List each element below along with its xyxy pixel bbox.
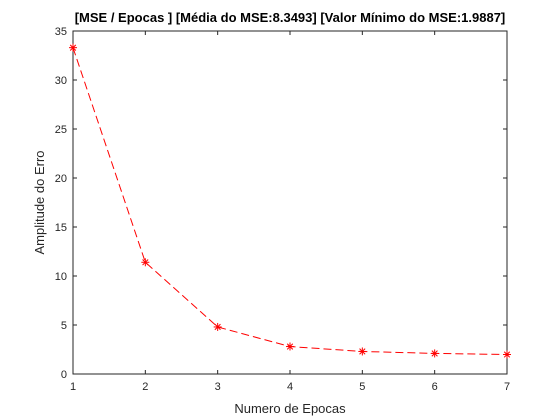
- y-tick-label: 10: [55, 271, 67, 283]
- axis-ticks: 1 2 3 4 5 6 7 0 5 10 15 20 25 30 35: [55, 26, 510, 393]
- y-tick-label: 30: [55, 75, 67, 87]
- y-tick-label: 15: [55, 222, 67, 234]
- data-point-marker: [503, 350, 511, 359]
- chart-title: [MSE / Epocas ] [Média do MSE:8.3493] [V…: [75, 10, 506, 25]
- data-point-marker: [358, 347, 367, 356]
- y-tick-label: 5: [61, 320, 67, 332]
- plot-area: [72, 30, 508, 375]
- x-tick-label: 7: [504, 381, 510, 393]
- y-tick-label: 0: [61, 369, 67, 381]
- y-axis-label: Amplitude do Erro: [32, 150, 47, 254]
- data-point-marker: [213, 322, 222, 331]
- x-tick-label: 3: [215, 381, 221, 393]
- x-tick-label: 5: [359, 381, 365, 393]
- x-tick-label: 1: [70, 381, 76, 393]
- y-tick-label: 20: [55, 173, 67, 185]
- x-tick-label: 6: [432, 381, 438, 393]
- x-tick-label: 4: [287, 381, 293, 393]
- x-axis-label: Numero de Epocas: [234, 401, 346, 416]
- data-point-marker: [430, 349, 439, 358]
- x-tick-label: 2: [142, 381, 148, 393]
- data-point-marker: [141, 258, 150, 267]
- series-layer: [69, 43, 511, 359]
- y-tick-label: 25: [55, 124, 67, 136]
- y-tick-label: 35: [55, 26, 67, 38]
- data-point-marker: [69, 43, 77, 52]
- data-point-marker: [286, 342, 294, 351]
